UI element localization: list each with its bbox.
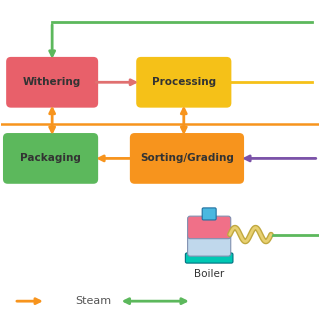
Text: Processing: Processing	[152, 77, 216, 87]
Text: Sorting/Grading: Sorting/Grading	[140, 153, 234, 164]
FancyBboxPatch shape	[136, 57, 231, 108]
Text: Steam: Steam	[75, 296, 111, 306]
FancyBboxPatch shape	[6, 57, 98, 108]
Text: Boiler: Boiler	[194, 269, 224, 279]
FancyBboxPatch shape	[202, 208, 216, 220]
Text: Withering: Withering	[23, 77, 81, 87]
FancyBboxPatch shape	[188, 216, 231, 239]
FancyBboxPatch shape	[130, 133, 244, 184]
FancyBboxPatch shape	[185, 253, 233, 263]
FancyBboxPatch shape	[3, 133, 98, 184]
FancyBboxPatch shape	[188, 234, 231, 256]
Text: Packaging: Packaging	[20, 153, 81, 164]
